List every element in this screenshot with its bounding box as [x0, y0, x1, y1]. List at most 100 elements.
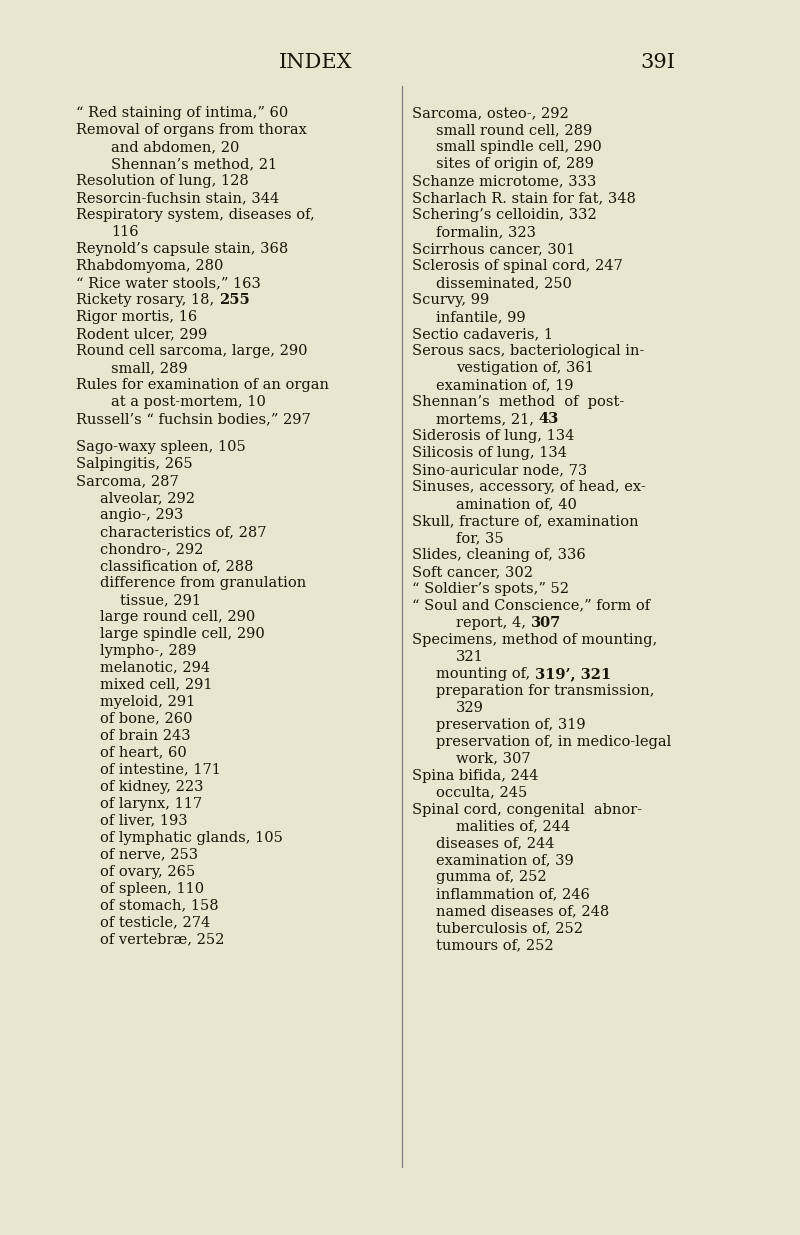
- Text: alveolar, 292: alveolar, 292: [100, 492, 195, 505]
- Text: small round cell, 289: small round cell, 289: [436, 124, 592, 137]
- Text: Soft cancer, 302: Soft cancer, 302: [412, 564, 533, 579]
- Text: Scharlach R. stain for fat, 348: Scharlach R. stain for fat, 348: [412, 191, 636, 205]
- Text: 255: 255: [219, 293, 250, 308]
- Text: Sarcoma, osteo-, 292: Sarcoma, osteo-, 292: [412, 106, 569, 120]
- Text: of spleen, 110: of spleen, 110: [100, 882, 204, 895]
- Text: 43: 43: [538, 412, 559, 426]
- Text: Schanze microtome, 333: Schanze microtome, 333: [412, 174, 596, 188]
- Text: at a post-mortem, 10: at a post-mortem, 10: [111, 395, 266, 409]
- Text: “ Soul and Conscience,” form of: “ Soul and Conscience,” form of: [412, 599, 650, 613]
- Text: Silicosis of lung, 134: Silicosis of lung, 134: [412, 446, 567, 459]
- Text: examination of, 19: examination of, 19: [436, 378, 574, 391]
- Text: small spindle cell, 290: small spindle cell, 290: [436, 141, 602, 154]
- Text: Scirrhous cancer, 301: Scirrhous cancer, 301: [412, 242, 575, 256]
- Text: Slides, cleaning of, 336: Slides, cleaning of, 336: [412, 548, 586, 562]
- Text: mounting of,: mounting of,: [436, 667, 535, 680]
- Text: angio-, 293: angio-, 293: [100, 508, 183, 522]
- Text: Spina bifida, 244: Spina bifida, 244: [412, 768, 538, 783]
- Text: “ Soldier’s spots,” 52: “ Soldier’s spots,” 52: [412, 582, 569, 595]
- Text: 329: 329: [456, 700, 484, 715]
- Text: classification of, 288: classification of, 288: [100, 559, 254, 573]
- Text: large spindle cell, 290: large spindle cell, 290: [100, 627, 265, 641]
- Text: tumours of, 252: tumours of, 252: [436, 939, 554, 952]
- Text: Respiratory system, diseases of,: Respiratory system, diseases of,: [76, 209, 314, 222]
- Text: of stomach, 158: of stomach, 158: [100, 899, 218, 913]
- Text: small, 289: small, 289: [111, 361, 188, 375]
- Text: Reynold’s capsule stain, 368: Reynold’s capsule stain, 368: [76, 242, 288, 256]
- Text: report, 4,: report, 4,: [456, 616, 530, 630]
- Text: melanotic, 294: melanotic, 294: [100, 661, 210, 674]
- Text: diseases of, 244: diseases of, 244: [436, 836, 554, 851]
- Text: Resorcin-fuchsin stain, 344: Resorcin-fuchsin stain, 344: [76, 191, 279, 205]
- Text: Sclerosis of spinal cord, 247: Sclerosis of spinal cord, 247: [412, 259, 622, 273]
- Text: of heart, 60: of heart, 60: [100, 746, 186, 760]
- Text: preservation of, in medico-legal: preservation of, in medico-legal: [436, 735, 671, 748]
- Text: inflammation of, 246: inflammation of, 246: [436, 888, 590, 902]
- Text: of nerve, 253: of nerve, 253: [100, 847, 198, 862]
- Text: 307: 307: [530, 616, 561, 630]
- Text: Siderosis of lung, 134: Siderosis of lung, 134: [412, 429, 574, 443]
- Text: for, 35: for, 35: [456, 531, 504, 545]
- Text: Specimens, method of mounting,: Specimens, method of mounting,: [412, 632, 658, 647]
- Text: tuberculosis of, 252: tuberculosis of, 252: [436, 921, 583, 935]
- Text: Sinuses, accessory, of head, ex-: Sinuses, accessory, of head, ex-: [412, 480, 646, 494]
- Text: Rhabdomyoma, 280: Rhabdomyoma, 280: [76, 259, 223, 273]
- Text: of lymphatic glands, 105: of lymphatic glands, 105: [100, 831, 283, 845]
- Text: of ovary, 265: of ovary, 265: [100, 864, 195, 878]
- Text: of larynx, 117: of larynx, 117: [100, 797, 202, 810]
- Text: of intestine, 171: of intestine, 171: [100, 763, 221, 777]
- Text: gumma of, 252: gumma of, 252: [436, 871, 546, 884]
- Text: Removal of organs from thorax: Removal of organs from thorax: [76, 124, 307, 137]
- Text: tissue, 291: tissue, 291: [120, 593, 201, 606]
- Text: lympho-, 289: lympho-, 289: [100, 643, 196, 658]
- Text: of testicle, 274: of testicle, 274: [100, 915, 210, 930]
- Text: sites of origin of, 289: sites of origin of, 289: [436, 157, 594, 172]
- Text: Shennan’s  method  of  post-: Shennan’s method of post-: [412, 395, 624, 409]
- Text: “ Red staining of intima,” 60: “ Red staining of intima,” 60: [76, 106, 288, 120]
- Text: Shennan’s method, 21: Shennan’s method, 21: [111, 157, 278, 172]
- Text: examination of, 39: examination of, 39: [436, 853, 574, 867]
- Text: Skull, fracture of, examination: Skull, fracture of, examination: [412, 514, 638, 527]
- Text: preservation of, 319: preservation of, 319: [436, 718, 586, 731]
- Text: mortems, 21,: mortems, 21,: [436, 412, 538, 426]
- Text: of vertebræ, 252: of vertebræ, 252: [100, 932, 224, 946]
- Text: preparation for transmission,: preparation for transmission,: [436, 684, 654, 698]
- Text: Rodent ulcer, 299: Rodent ulcer, 299: [76, 327, 207, 341]
- Text: named diseases of, 248: named diseases of, 248: [436, 904, 610, 919]
- Text: vestigation of, 361: vestigation of, 361: [456, 361, 594, 375]
- Text: occulta, 245: occulta, 245: [436, 785, 527, 799]
- Text: amination of, 40: amination of, 40: [456, 496, 577, 511]
- Text: and abdomen, 20: and abdomen, 20: [111, 141, 239, 154]
- Text: Round cell sarcoma, large, 290: Round cell sarcoma, large, 290: [76, 345, 307, 358]
- Text: 321: 321: [456, 650, 484, 663]
- Text: mixed cell, 291: mixed cell, 291: [100, 678, 213, 692]
- Text: disseminated, 250: disseminated, 250: [436, 277, 572, 290]
- Text: Salpingitis, 265: Salpingitis, 265: [76, 457, 193, 471]
- Text: of kidney, 223: of kidney, 223: [100, 779, 203, 794]
- Text: chondro-, 292: chondro-, 292: [100, 542, 203, 556]
- Text: 116: 116: [111, 225, 139, 240]
- Text: Rigor mortis, 16: Rigor mortis, 16: [76, 310, 198, 324]
- Text: Serous sacs, bacteriological in-: Serous sacs, bacteriological in-: [412, 345, 644, 358]
- Text: INDEX: INDEX: [279, 53, 353, 72]
- Text: 39I: 39I: [640, 53, 675, 72]
- Text: Sago-waxy spleen, 105: Sago-waxy spleen, 105: [76, 440, 246, 454]
- Text: large round cell, 290: large round cell, 290: [100, 610, 255, 624]
- Text: formalin, 323: formalin, 323: [436, 225, 536, 240]
- Text: malities of, 244: malities of, 244: [456, 820, 570, 834]
- Text: infantile, 99: infantile, 99: [436, 310, 526, 324]
- Text: of brain 243: of brain 243: [100, 729, 190, 742]
- Text: Resolution of lung, 128: Resolution of lung, 128: [76, 174, 249, 188]
- Text: myeloid, 291: myeloid, 291: [100, 695, 195, 709]
- Text: of liver, 193: of liver, 193: [100, 814, 188, 827]
- Text: “ Rice water stools,” 163: “ Rice water stools,” 163: [76, 277, 261, 290]
- Text: Russell’s “ fuchsin bodies,” 297: Russell’s “ fuchsin bodies,” 297: [76, 412, 310, 426]
- Text: work, 307: work, 307: [456, 752, 530, 766]
- Text: difference from granulation: difference from granulation: [100, 576, 306, 590]
- Text: Sectio cadaveris, 1: Sectio cadaveris, 1: [412, 327, 553, 341]
- Text: Sino-auricular node, 73: Sino-auricular node, 73: [412, 463, 587, 477]
- Text: Rickety rosary, 18,: Rickety rosary, 18,: [76, 293, 219, 308]
- Text: 319’, 321: 319’, 321: [535, 667, 611, 680]
- Text: of bone, 260: of bone, 260: [100, 711, 193, 726]
- Text: Schering’s celloidin, 332: Schering’s celloidin, 332: [412, 209, 597, 222]
